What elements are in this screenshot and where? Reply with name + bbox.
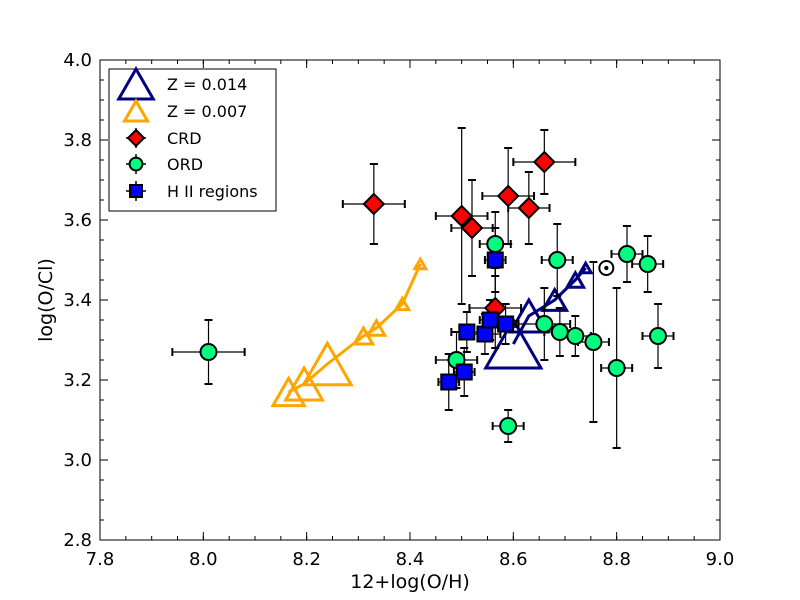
- data-point-circle: [199, 343, 218, 361]
- axes: 7.8 8.0 8.2 8.4 8.6 8.8 9.0 2.8 3.0 3.2 3.4 3.6 3.8 4…: [63, 50, 734, 570]
- data-point-diamond: [532, 150, 556, 174]
- data-point-circle: [499, 417, 518, 435]
- legend-diamond: [126, 128, 146, 148]
- y-tick-label: 2.8: [63, 530, 92, 551]
- y-tick-label: 3.2: [63, 370, 92, 391]
- data-point-circle: [638, 255, 657, 273]
- data-point-diamond: [460, 216, 484, 240]
- data-point-circle: [566, 327, 585, 345]
- data-point-square: [481, 311, 499, 329]
- x-tick-label: 8.0: [189, 549, 218, 570]
- data-point-circle: [535, 315, 554, 333]
- track-triangle: [577, 260, 594, 275]
- track-triangle: [564, 269, 587, 289]
- data-point-circle: [649, 327, 667, 345]
- x-tick-label: 9.0: [706, 549, 735, 570]
- model-tracks: [270, 256, 594, 408]
- y-axis-label: log(O/Cl): [35, 258, 57, 342]
- data-point-square: [458, 323, 476, 341]
- data-point-diamond: [450, 204, 474, 228]
- track-triangle: [507, 296, 550, 334]
- track-triangle: [483, 316, 544, 370]
- data-point-square: [497, 315, 515, 333]
- track-triangle: [540, 286, 570, 312]
- y-tick-label: 3.6: [63, 210, 92, 231]
- sun-symbol: [598, 260, 615, 276]
- legend-triangle: [121, 97, 151, 123]
- legend-circle: [128, 156, 144, 172]
- legend-label: Z = 0.007: [167, 102, 247, 121]
- x-tick-label: 8.4: [396, 549, 425, 570]
- data-point-diamond: [362, 192, 386, 216]
- y-tick-label: 3.8: [63, 130, 92, 151]
- legend-label: H II regions: [167, 182, 258, 201]
- data-point-square: [440, 373, 458, 391]
- y-tick-label: 3.0: [63, 450, 92, 471]
- legend-square: [129, 184, 143, 198]
- track-triangle: [270, 375, 307, 408]
- track-triangle: [365, 317, 388, 337]
- data-point-circle: [486, 235, 505, 253]
- y-tick-label: 4.0: [63, 50, 92, 71]
- track-triangle: [412, 256, 429, 271]
- x-axis-label: 12+log(O/H): [350, 571, 470, 593]
- data-markers: [199, 150, 667, 435]
- track-triangle: [300, 340, 354, 387]
- x-tick-label: 8.2: [292, 549, 321, 570]
- data-point-circle: [548, 251, 567, 269]
- x-tick-label: 8.8: [602, 549, 631, 570]
- data-point-circle: [550, 323, 569, 341]
- track-triangle: [393, 295, 412, 312]
- legend: Z = 0.014 Z = 0.007 CRD ORD H II regions: [108, 65, 277, 212]
- data-point-diamond: [517, 196, 541, 220]
- data-point-square: [486, 251, 504, 269]
- legend-label: CRD: [167, 129, 202, 148]
- sun-dot: [604, 265, 609, 271]
- data-point-square: [455, 363, 473, 381]
- y-tick-label: 3.4: [63, 290, 92, 311]
- data-point-square: [476, 325, 494, 343]
- x-tick-label: 7.8: [86, 549, 115, 570]
- legend-label: ORD: [167, 155, 203, 174]
- data-point-diamond: [496, 184, 520, 208]
- data-point-circle: [584, 333, 603, 351]
- x-tick-label: 8.6: [499, 549, 528, 570]
- data-point-circle: [607, 359, 626, 377]
- data-point-circle: [618, 245, 636, 263]
- legend-label: Z = 0.014: [167, 75, 247, 94]
